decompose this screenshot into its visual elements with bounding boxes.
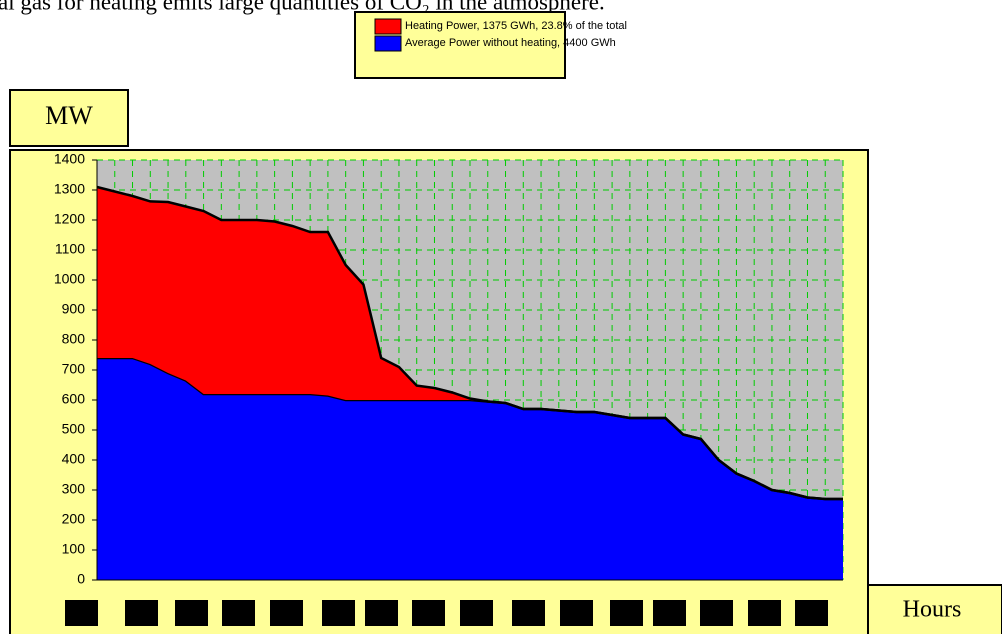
legend-label: Heating Power, 1375 GWh, 23.8% of the to… — [405, 20, 627, 32]
area — [97, 358, 843, 580]
y-tick-label: 700 — [62, 361, 86, 377]
label-cover — [610, 600, 643, 626]
label-cover — [512, 600, 545, 626]
x-axis-label: Hours — [903, 597, 962, 623]
label-cover — [560, 600, 593, 626]
label-cover — [748, 600, 781, 626]
label-cover — [175, 600, 208, 626]
area-outline — [96, 185, 843, 501]
legend-label: Average Power without heating, 4400 GWh — [405, 37, 616, 49]
y-tick-label: 100 — [62, 541, 86, 557]
label-cover — [270, 600, 303, 626]
caption: al gas for heating emits large quantitie… — [0, 0, 605, 14]
legend-swatch — [374, 18, 402, 35]
y-tick-label: 1300 — [54, 181, 85, 197]
y-tick-label: 800 — [62, 331, 86, 347]
x-label-box — [867, 584, 1002, 634]
label-cover — [460, 600, 493, 626]
label-cover — [700, 600, 733, 626]
y-tick-label: 300 — [62, 481, 86, 497]
label-cover — [412, 600, 445, 626]
y-label-box — [9, 89, 129, 147]
y-tick-label: 900 — [62, 301, 86, 317]
y-tick-label: 500 — [62, 421, 86, 437]
label-cover — [222, 600, 255, 626]
label-cover — [653, 600, 686, 626]
y-tick-label: 600 — [62, 391, 86, 407]
legend-swatch — [374, 35, 402, 52]
y-tick-label: 1100 — [55, 241, 85, 257]
y-tick-label: 0 — [77, 571, 85, 587]
label-cover — [65, 600, 98, 626]
label-cover — [125, 600, 158, 626]
label-cover — [795, 600, 828, 626]
y-tick-label: 200 — [62, 511, 86, 527]
y-axis-label: MW — [45, 101, 93, 130]
label-cover — [322, 600, 355, 626]
y-tick-label: 1000 — [54, 271, 85, 287]
area — [97, 187, 843, 499]
y-tick-label: 400 — [62, 451, 86, 467]
y-tick-label: 1200 — [54, 211, 85, 227]
label-cover — [365, 600, 398, 626]
y-tick-label: 1400 — [54, 151, 85, 167]
